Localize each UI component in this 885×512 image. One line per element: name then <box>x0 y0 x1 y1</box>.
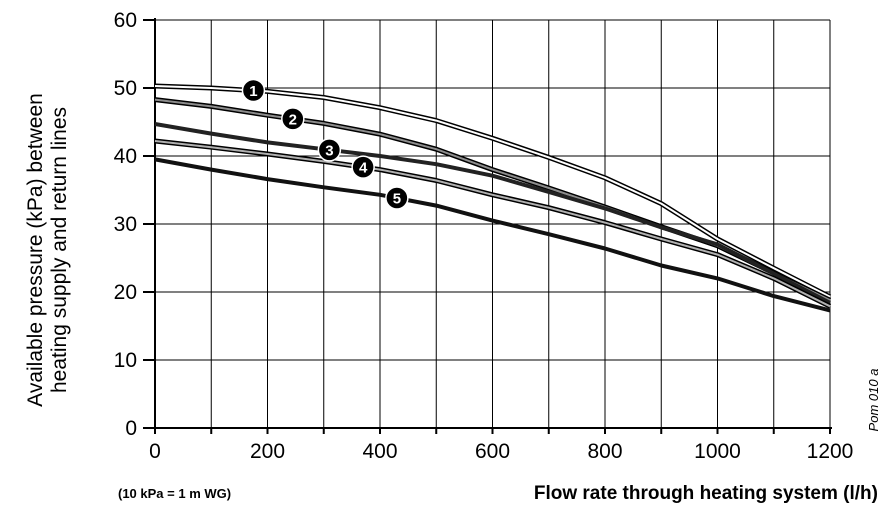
series-marker-1 <box>241 78 266 103</box>
series-marker-2 <box>281 107 305 131</box>
axes <box>143 18 832 434</box>
series-marker-3 <box>317 138 342 162</box>
series-marker-label: 2 <box>289 111 297 128</box>
y-tick-label: 20 <box>114 281 137 304</box>
y-tick-label: 10 <box>114 349 137 372</box>
series-line-4-core <box>154 140 831 308</box>
x-tick-label: 1200 <box>807 440 854 463</box>
y-tick-label: 40 <box>114 145 137 168</box>
x-tick-label: 200 <box>250 440 285 463</box>
y-tick-label: 30 <box>114 213 137 236</box>
series-marker-label: 4 <box>359 160 368 177</box>
series-marker-5 <box>385 186 409 210</box>
unit-note: (10 kPa = 1 m WG) <box>118 486 231 501</box>
x-axis-title: Flow rate through heating system (l/h) <box>534 483 878 504</box>
y-tick-label: 60 <box>114 9 137 32</box>
series-marker-label: 5 <box>393 191 401 208</box>
series-marker-label: 3 <box>325 142 333 159</box>
series-line-5 <box>154 157 831 313</box>
x-tick-label: 400 <box>362 440 397 463</box>
x-tick-label: 1000 <box>694 440 741 463</box>
grid <box>155 19 831 428</box>
y-axis-title-line2: heating supply and return lines <box>48 107 71 393</box>
series-marker-4 <box>351 155 375 179</box>
series-line-1-core <box>154 85 831 298</box>
x-tick-label: 600 <box>475 440 510 463</box>
figure-reference: Pom 010 a <box>866 369 881 432</box>
marker-layer: 1 2 3 4 5 <box>241 78 409 210</box>
series-layer <box>154 83 832 313</box>
x-tick-label: 0 <box>149 440 161 463</box>
y-tick-label: 50 <box>114 77 137 100</box>
series-marker-label: 1 <box>249 83 257 100</box>
series-line-3 <box>154 122 831 305</box>
x-tick-label: 800 <box>587 440 622 463</box>
y-tick-label: 0 <box>125 417 137 440</box>
y-axis-title-line1: Available pressure (kPa) between <box>24 93 47 407</box>
